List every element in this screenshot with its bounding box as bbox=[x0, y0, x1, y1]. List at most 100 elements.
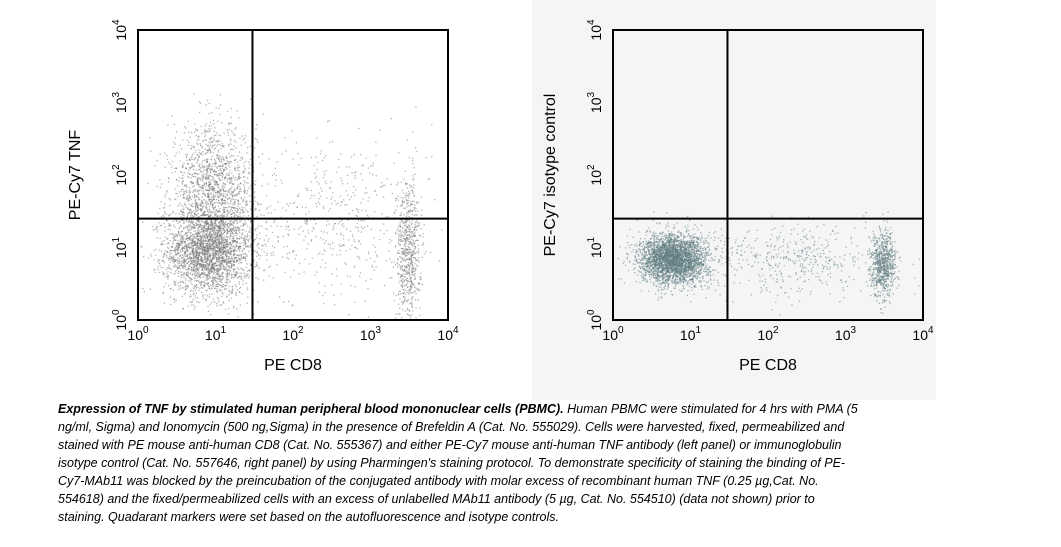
data-point bbox=[404, 242, 407, 244]
data-point bbox=[201, 263, 203, 265]
data-point bbox=[201, 246, 203, 248]
data-point bbox=[182, 193, 185, 195]
data-point bbox=[409, 249, 411, 251]
data-point bbox=[203, 225, 205, 227]
data-point bbox=[238, 230, 240, 232]
data-point bbox=[212, 242, 214, 244]
data-point bbox=[220, 157, 222, 159]
data-point bbox=[267, 206, 269, 209]
data-point bbox=[209, 121, 212, 123]
data-point bbox=[196, 219, 198, 221]
data-point bbox=[254, 200, 257, 202]
data-point bbox=[215, 174, 217, 176]
data-point bbox=[193, 235, 195, 237]
data-point bbox=[209, 171, 212, 173]
data-point bbox=[229, 188, 231, 190]
data-point bbox=[185, 251, 187, 253]
data-point bbox=[210, 141, 212, 144]
data-point bbox=[173, 235, 176, 237]
data-point bbox=[203, 246, 205, 249]
data-point bbox=[182, 174, 184, 176]
data-point bbox=[240, 278, 243, 280]
data-point bbox=[223, 208, 226, 210]
data-point bbox=[174, 167, 176, 169]
data-point bbox=[219, 229, 222, 231]
data-point bbox=[183, 234, 186, 236]
data-point bbox=[211, 167, 213, 169]
data-point bbox=[374, 246, 376, 248]
data-point bbox=[415, 252, 417, 255]
data-point bbox=[238, 190, 241, 192]
data-point bbox=[210, 272, 212, 275]
data-point bbox=[214, 255, 217, 257]
data-point bbox=[219, 237, 221, 240]
data-point bbox=[204, 247, 206, 250]
data-point bbox=[195, 243, 197, 246]
data-point bbox=[169, 258, 171, 260]
data-point bbox=[233, 188, 235, 190]
data-point bbox=[190, 204, 192, 206]
data-point bbox=[273, 253, 275, 256]
data-point bbox=[248, 161, 250, 163]
data-point bbox=[265, 235, 267, 237]
data-point bbox=[249, 275, 251, 277]
data-point bbox=[212, 171, 214, 173]
data-point bbox=[208, 232, 211, 234]
data-point bbox=[410, 280, 412, 282]
data-point bbox=[220, 268, 222, 271]
data-point bbox=[198, 271, 200, 273]
data-point bbox=[227, 189, 229, 192]
data-point bbox=[207, 277, 209, 280]
data-point bbox=[209, 268, 211, 270]
data-point bbox=[199, 234, 202, 236]
data-point bbox=[189, 259, 191, 261]
data-point bbox=[205, 228, 207, 230]
data-point bbox=[422, 233, 424, 235]
data-point bbox=[415, 293, 417, 295]
data-point bbox=[230, 191, 233, 193]
data-point bbox=[212, 247, 215, 249]
data-point bbox=[202, 267, 204, 269]
data-point bbox=[231, 182, 233, 185]
data-point bbox=[169, 261, 171, 263]
data-point bbox=[168, 266, 171, 268]
data-point bbox=[233, 305, 235, 308]
data-point bbox=[223, 245, 225, 247]
data-point bbox=[209, 247, 211, 249]
data-point bbox=[258, 247, 260, 249]
data-point bbox=[193, 215, 195, 218]
data-point bbox=[204, 251, 206, 253]
data-point bbox=[184, 253, 187, 255]
data-point bbox=[227, 134, 229, 136]
data-point bbox=[210, 267, 213, 269]
data-point bbox=[202, 230, 204, 232]
data-point bbox=[226, 223, 229, 225]
data-point bbox=[167, 275, 169, 277]
data-point bbox=[210, 227, 212, 229]
data-point bbox=[230, 263, 232, 265]
data-point bbox=[411, 254, 413, 256]
data-point bbox=[181, 213, 184, 215]
data-point bbox=[231, 172, 233, 174]
data-point bbox=[202, 160, 204, 162]
data-point bbox=[237, 238, 239, 240]
data-point bbox=[223, 132, 225, 134]
data-point bbox=[222, 240, 224, 242]
data-point bbox=[236, 267, 239, 269]
data-point bbox=[194, 158, 196, 160]
data-point bbox=[194, 243, 196, 245]
data-point bbox=[196, 178, 198, 180]
data-point bbox=[206, 251, 209, 254]
data-point bbox=[217, 174, 220, 176]
data-point bbox=[413, 251, 415, 253]
data-point bbox=[184, 286, 186, 288]
data-point bbox=[407, 197, 410, 199]
data-point bbox=[319, 152, 322, 155]
data-point bbox=[196, 256, 198, 258]
data-point bbox=[216, 245, 219, 247]
data-point bbox=[214, 184, 216, 186]
data-point bbox=[225, 221, 227, 223]
data-point bbox=[182, 197, 184, 199]
data-point bbox=[186, 196, 188, 198]
data-point bbox=[177, 245, 179, 247]
